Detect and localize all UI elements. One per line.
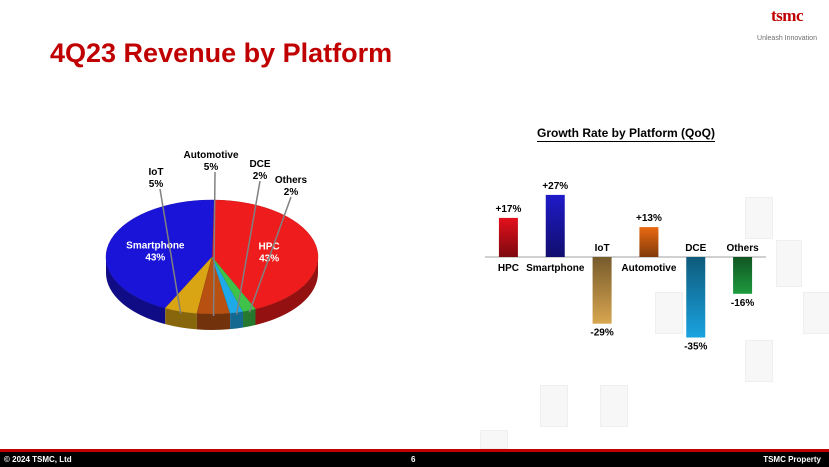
bar-value-label-smartphone: +27% <box>542 181 568 192</box>
footer-bar: © 2024 TSMC, Ltd 6 TSMC Property <box>0 452 829 467</box>
pie-leader-dce <box>235 180 261 315</box>
page-title: 4Q23 Revenue by Platform <box>50 38 393 68</box>
background-tile <box>600 385 628 427</box>
bar-chart-title: Growth Rate by Platform (QoQ) <box>537 126 716 142</box>
background-tile <box>776 240 802 287</box>
footer-property: TSMC Property <box>763 455 821 464</box>
bar-category-label-smartphone: Smartphone <box>526 263 585 274</box>
bar-category-label-hpc: HPC <box>498 263 519 274</box>
pie-label-dce: DCE <box>249 159 270 170</box>
pie-label-smartphone: Smartphone <box>126 241 185 252</box>
bar-hpc <box>498 217 518 257</box>
pie-side-iot <box>165 308 197 330</box>
pie-slice-smartphone <box>105 199 215 309</box>
bar-value-label-hpc: +17% <box>495 204 521 215</box>
pie-label-others: Others <box>275 175 308 186</box>
bar-value-label-automotive: +13% <box>636 213 662 224</box>
pie-value-smartphone: 43% <box>145 253 165 264</box>
pie-leader-others <box>248 196 292 313</box>
bar-category-label-others: Others <box>726 243 759 254</box>
footer-page-number: 6 <box>411 455 416 464</box>
pie-side-automotive <box>196 313 231 331</box>
logo-mark: tsmc <box>771 6 803 25</box>
background-tile <box>480 430 508 449</box>
pie-side-smartphone <box>106 257 166 325</box>
pie-side-hpc <box>255 257 318 325</box>
background-tile <box>655 292 683 334</box>
pie-value-dce: 2% <box>253 171 268 182</box>
pie-leader-iot <box>159 188 182 314</box>
bar-category-label-automotive: Automotive <box>621 263 676 274</box>
pie-value-iot: 5% <box>149 179 164 190</box>
bar-iot <box>592 257 612 324</box>
pie-label-hpc: HPC <box>259 242 280 253</box>
bar-automotive <box>639 227 659 257</box>
company-logo: tsmc Unleash Innovation <box>751 6 823 42</box>
bar-category-label-dce: DCE <box>685 243 706 254</box>
pie-leader-automotive <box>212 171 216 317</box>
bar-dce <box>686 257 706 338</box>
bar-value-label-others: -16% <box>731 298 754 309</box>
pie-side-dce <box>230 311 244 330</box>
bar-category-label-iot: IoT <box>595 243 610 254</box>
bar-value-label-dce: -35% <box>684 342 707 353</box>
pie-side-others <box>243 308 256 328</box>
pie-label-automotive: Automotive <box>184 150 239 161</box>
pie-label-iot: IoT <box>149 167 164 178</box>
bar-others <box>733 257 753 294</box>
background-tile <box>803 292 829 334</box>
footer-rule <box>0 449 829 452</box>
pie-value-others: 2% <box>284 187 299 198</box>
bar-value-label-iot: -29% <box>590 328 613 339</box>
pie-slice-hpc <box>211 199 319 310</box>
background-tile <box>745 340 773 382</box>
pie-value-automotive: 5% <box>204 162 219 173</box>
background-tile <box>745 197 773 239</box>
background-tile <box>540 385 568 427</box>
footer-copyright: © 2024 TSMC, Ltd <box>4 455 72 464</box>
logo-tagline: Unleash Innovation <box>757 35 817 42</box>
bar-smartphone <box>545 194 565 257</box>
